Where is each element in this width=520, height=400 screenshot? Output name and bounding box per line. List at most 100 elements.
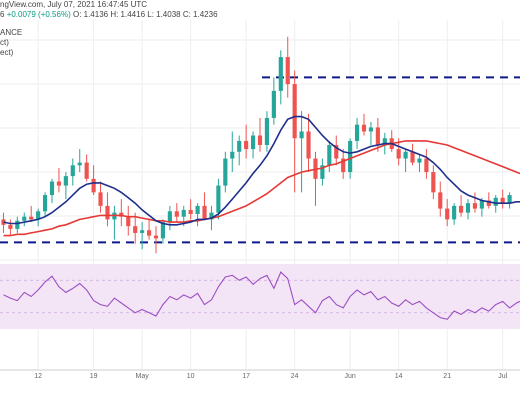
fast-moving-average — [3, 115, 520, 226]
x-tick-label: May — [136, 373, 150, 380]
candle-down — [84, 162, 89, 179]
candle-down — [292, 84, 297, 139]
candle-up — [70, 165, 75, 177]
candle-up — [382, 138, 387, 145]
candle-down — [500, 197, 505, 204]
candle-down — [438, 192, 443, 209]
moving-averages — [3, 115, 520, 237]
quote-ohlc: O: 1.4136 H: 1.4416 L: 1.4038 C: 1.4236 — [72, 10, 218, 19]
candle-down — [472, 203, 478, 209]
candle-down — [146, 230, 152, 236]
rsi-line — [3, 271, 520, 320]
candle-up — [479, 200, 484, 209]
candle-down — [486, 200, 491, 206]
x-axis: 12 19 May 10 17 24 Jun 14 21 Jul — [0, 369, 520, 380]
slow-moving-average — [3, 140, 520, 237]
candle-up — [230, 151, 235, 159]
header-source: ngView.com, July 07, 2021 16:47:45 UTC — [0, 0, 147, 9]
candle-up — [63, 176, 68, 186]
candle-down — [306, 131, 311, 159]
candle-up — [327, 145, 332, 166]
candle-up — [452, 205, 457, 220]
x-tick-label: 17 — [242, 373, 250, 380]
candle-up — [320, 165, 325, 179]
candle-up — [216, 185, 221, 213]
candle-up — [299, 131, 304, 139]
candle-up — [181, 209, 186, 217]
candle-down — [188, 209, 193, 214]
x-tick-label: 14 — [395, 373, 403, 380]
candle-up — [160, 222, 166, 239]
candle-down — [153, 235, 159, 239]
candle-down — [361, 124, 367, 132]
candle-up — [250, 135, 256, 150]
indicator-2-text: ect) — [0, 48, 14, 57]
candle-up — [36, 211, 41, 220]
candle-down — [105, 205, 110, 220]
candle-up — [348, 140, 353, 173]
x-tick-label: 12 — [34, 373, 42, 380]
candlesticks — [1, 36, 512, 254]
candle-down — [410, 151, 415, 163]
symbol-text: ANCE — [0, 28, 23, 37]
candle-up — [140, 230, 145, 233]
candle-up — [237, 140, 242, 152]
candle-down — [202, 205, 207, 220]
candle-down — [396, 149, 401, 159]
candle-down — [375, 127, 380, 145]
candle-up — [195, 205, 200, 214]
candle-down — [458, 205, 464, 213]
candle-down — [445, 208, 450, 220]
quote-change: +0.0079 (+0.56%) — [6, 10, 71, 19]
candle-down — [424, 158, 429, 173]
candle-down — [257, 135, 263, 145]
horizontal-levels — [0, 76, 520, 244]
candle-down — [56, 181, 62, 186]
candle-up — [15, 220, 20, 229]
x-tick-label: 24 — [291, 373, 299, 380]
x-tick-label: 10 — [187, 373, 195, 380]
source-text: ngView.com, July 07, 2021 16:47:45 UTC — [0, 0, 148, 9]
candle-down — [1, 219, 6, 225]
candle-up — [223, 158, 228, 186]
candle-down — [431, 172, 436, 193]
candle-up — [22, 216, 27, 221]
rsi-indicator — [0, 271, 520, 320]
x-tick-label: Jun — [344, 373, 355, 380]
candle-up — [403, 151, 408, 159]
header-quote: 6 +0.0079 (+0.56%) O: 1.4136 H: 1.4416 L… — [0, 10, 218, 19]
candle-down — [126, 216, 131, 227]
indicator-1-text: ct) — [0, 38, 9, 47]
candle-up — [42, 195, 48, 212]
candle-up — [209, 212, 214, 220]
x-tick-label: Jul — [498, 373, 507, 380]
candle-down — [8, 224, 13, 229]
header-indicator-1: ct) — [0, 38, 9, 47]
candle-up — [354, 124, 360, 141]
candle-down — [334, 145, 339, 159]
candle-down — [133, 226, 138, 233]
candle-up — [368, 127, 374, 132]
candle-up — [77, 162, 82, 166]
candle-down — [341, 158, 346, 173]
candle-down — [285, 57, 290, 85]
candle-down — [91, 178, 96, 193]
candle-up — [167, 211, 172, 223]
candle-up — [493, 197, 498, 206]
candle-up — [507, 195, 512, 204]
candle-up — [465, 203, 471, 213]
x-tick-label: 19 — [90, 373, 98, 380]
header-symbol: ANCE — [0, 28, 22, 37]
quote-prefix: 6 — [0, 10, 5, 19]
candle-up — [278, 57, 283, 91]
candle-down — [244, 140, 249, 150]
candle-up — [264, 117, 270, 145]
candle-up — [271, 90, 276, 118]
rsi-band — [0, 264, 520, 329]
candle-down — [29, 216, 34, 220]
x-tick-label: 21 — [443, 373, 451, 380]
candle-down — [174, 211, 179, 217]
candle-up — [417, 158, 422, 163]
header-indicator-2: ect) — [0, 48, 13, 57]
